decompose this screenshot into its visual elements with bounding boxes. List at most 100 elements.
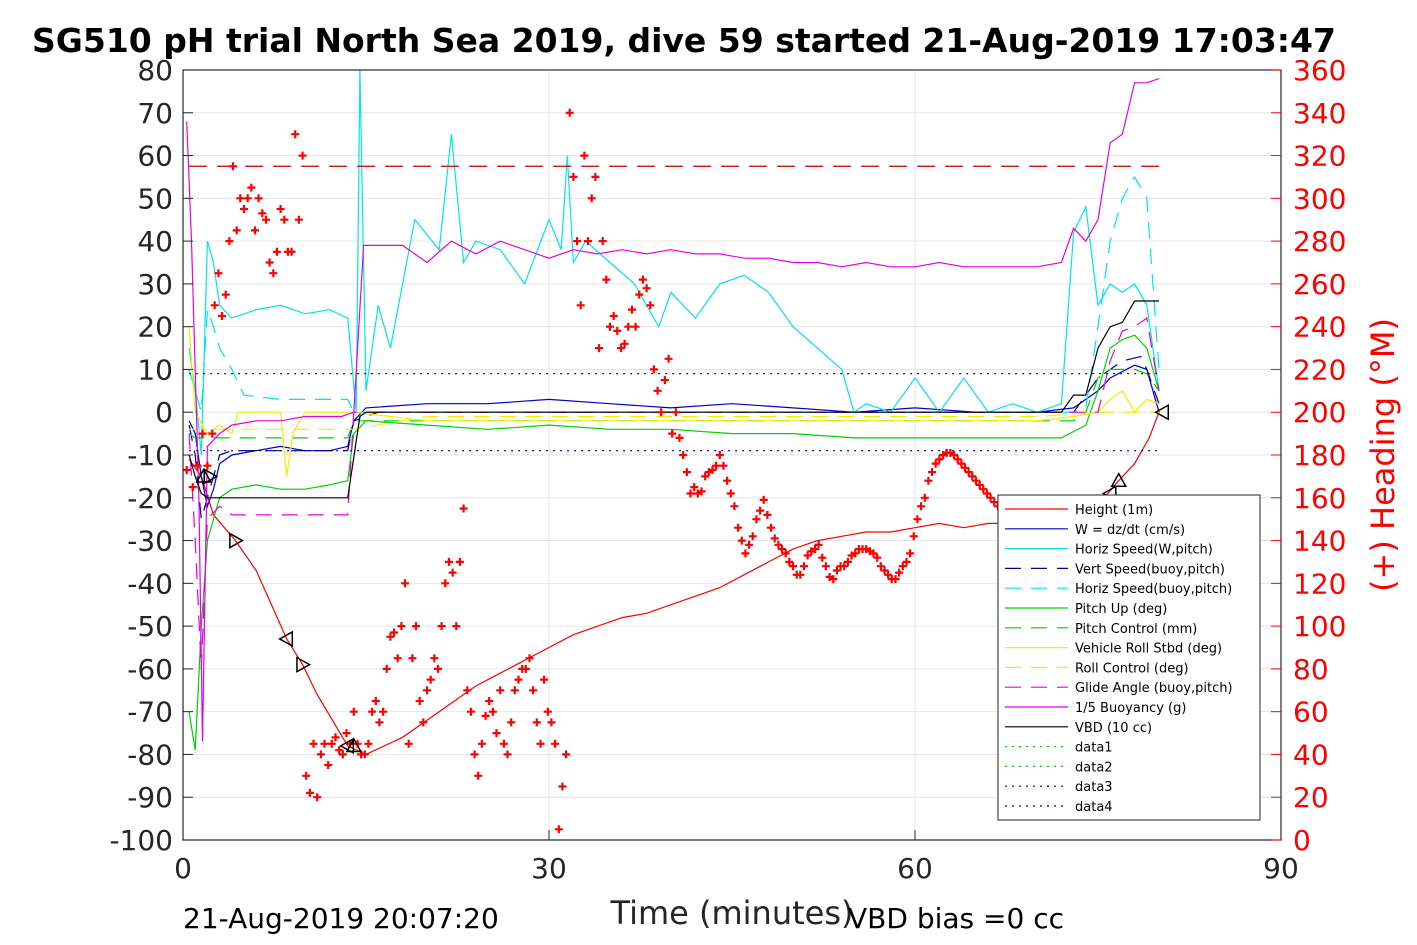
heading-point [668, 429, 677, 438]
heading-point [770, 534, 779, 543]
heading-point [503, 750, 512, 759]
heading-point [305, 788, 314, 797]
heading-point [759, 495, 768, 504]
y-tick-label: -20 [127, 482, 173, 515]
heading-point [573, 237, 582, 246]
heading-point [906, 549, 915, 558]
heading-point [975, 480, 984, 489]
triangle-marker [296, 656, 312, 673]
heading-point [814, 540, 823, 549]
legend-label: data3 [1075, 780, 1113, 795]
heading-point [338, 750, 347, 759]
heading-point [924, 476, 933, 485]
y-tick-label: -30 [127, 525, 173, 558]
heading-point [375, 718, 384, 727]
y2-tick-label: 240 [1293, 311, 1346, 344]
heading-point [606, 322, 614, 331]
triangle-marker [203, 468, 219, 485]
heading-point [236, 194, 245, 203]
heading-point [935, 455, 944, 464]
heading-point [251, 226, 259, 235]
legend-items: Height (1m) W = dz/dt (cm/s) Horiz Speed(W… [1005, 503, 1233, 815]
y-tick-label: -100 [109, 824, 173, 857]
heading-point [335, 746, 344, 755]
y2-tick-label: 280 [1293, 225, 1346, 258]
x-axis-label: Time (minutes) [610, 894, 854, 932]
legend-label: Pitch Up (deg) [1075, 602, 1167, 617]
heading-point [302, 771, 311, 780]
heading-point [218, 312, 226, 320]
heading-point [554, 825, 563, 834]
heading-point [262, 215, 270, 224]
heading-point [646, 301, 655, 310]
heading-point [276, 205, 285, 213]
heading-point [591, 172, 600, 181]
heading-point [778, 545, 786, 554]
series-line-6 [188, 368, 1160, 439]
heading-point [763, 510, 772, 519]
legend-label: data1 [1075, 741, 1113, 756]
legend-label: data2 [1075, 760, 1113, 775]
x-tick-label: 90 [1263, 852, 1299, 885]
heading-point [873, 553, 882, 562]
heading-point [390, 628, 399, 637]
heading-point [198, 429, 207, 438]
y2-tick-label: 120 [1293, 567, 1346, 600]
y2-tick-label: 260 [1293, 268, 1346, 301]
x-tick-label: 0 [174, 852, 192, 885]
heading-point [675, 433, 684, 442]
legend-label: Horiz Speed(W,pitch) [1075, 543, 1213, 558]
heading-point [595, 344, 603, 353]
heading-point [964, 468, 973, 477]
heading-point [642, 284, 651, 293]
heading-point [188, 483, 197, 492]
heading-point [986, 493, 995, 502]
heading-point [240, 205, 248, 213]
y-tick-label: -80 [127, 738, 173, 771]
heading-point [909, 532, 918, 541]
heading-point [445, 557, 453, 566]
heading-point [331, 733, 340, 742]
heading-point [324, 761, 333, 770]
heading-point [327, 739, 336, 748]
heading-point [972, 476, 980, 485]
heading-point [309, 739, 318, 748]
heading-point [602, 275, 611, 284]
heading-point [499, 739, 508, 748]
heading-point [913, 515, 922, 524]
heading-point [525, 654, 534, 663]
heading-point [712, 461, 721, 470]
heading-point [492, 729, 501, 738]
heading-point [701, 472, 710, 481]
heading-point [653, 386, 662, 395]
heading-point [203, 461, 212, 470]
heading-point [617, 344, 625, 353]
heading-point [287, 247, 296, 256]
heading-point [551, 739, 560, 748]
heading-point [920, 493, 929, 502]
heading-point [474, 771, 483, 780]
legend-label: VBD (10 cc) [1075, 721, 1152, 736]
y-tick-label: -90 [127, 781, 173, 814]
heading-point [243, 194, 252, 203]
heading-point [785, 557, 794, 566]
x-tick-label: 30 [531, 852, 567, 885]
y2-tick-label: 100 [1293, 610, 1346, 643]
heading-point [898, 562, 907, 571]
heading-point [430, 654, 439, 663]
y2-tick-label: 220 [1293, 353, 1346, 386]
legend-label: W = dz/dt (cm/s) [1075, 523, 1185, 538]
heading-point [272, 247, 281, 256]
triangle-marker [1110, 472, 1128, 488]
footer-vbd-bias: VBD bias =0 cc [848, 902, 1064, 935]
marker-layer [195, 403, 1170, 755]
heading-point [269, 269, 278, 278]
y-tick-label: 50 [137, 182, 173, 215]
y2-axis-label: (+) Heading (°M) [1364, 318, 1402, 592]
y2-axis-ticks: 0 20 40 60 80 100 120 140 160 180 200 220 240 260 280 3… [1271, 54, 1346, 857]
heading-point [565, 108, 574, 117]
heading-point [379, 707, 388, 716]
heading-point [741, 549, 750, 558]
heading-point [895, 568, 904, 577]
series-line-10 [186, 78, 1160, 742]
